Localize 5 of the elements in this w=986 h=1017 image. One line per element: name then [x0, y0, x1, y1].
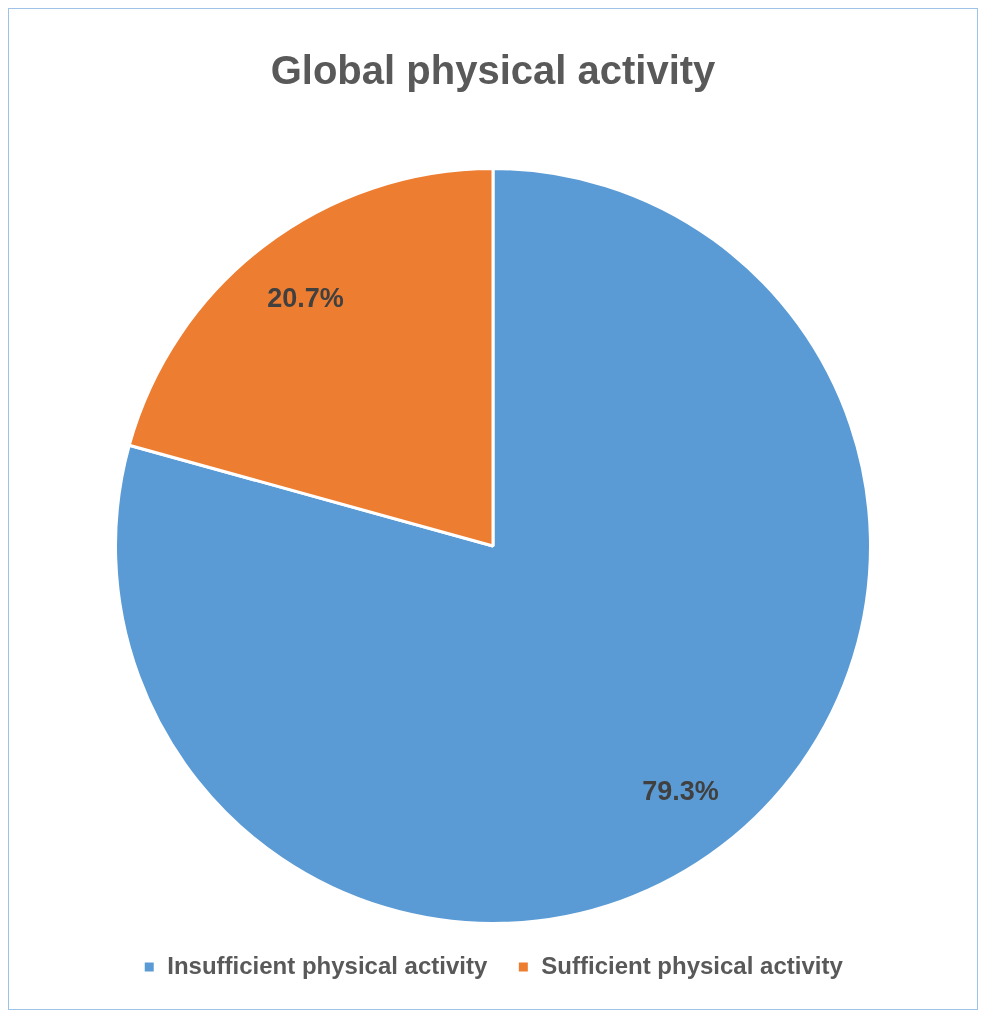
data-label: 20.7%: [267, 283, 344, 314]
chart-title: Global physical activity: [270, 48, 717, 93]
data-label: 79.3%: [642, 775, 719, 806]
legend-label: Sufficient physical activity: [541, 951, 844, 979]
legend-label: Insufficient physical activity: [167, 951, 488, 979]
